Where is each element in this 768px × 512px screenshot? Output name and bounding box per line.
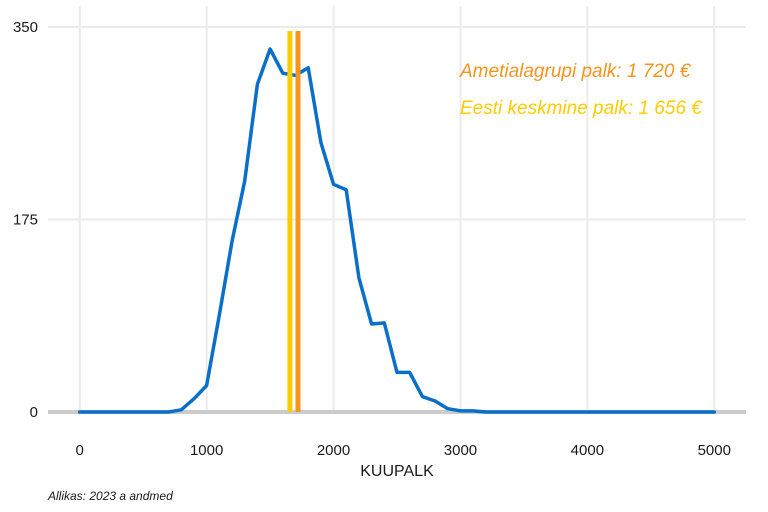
y-tick-label: 175	[13, 212, 38, 229]
x-axis-title: KUUPALK	[360, 463, 434, 480]
x-tick-label: 3000	[444, 442, 477, 459]
occupation-salary-label: Ametialagrupi palk: 1 720 €	[459, 61, 692, 82]
x-tick-label: 5000	[698, 442, 731, 459]
x-tick-label: 4000	[571, 442, 604, 459]
y-tick-label: 350	[13, 19, 38, 36]
x-tick-label: 1000	[190, 442, 223, 459]
salary-distribution-line	[77, 47, 717, 414]
x-tick-label: 2000	[317, 442, 350, 459]
reference-lines	[287, 31, 301, 412]
estonia-average-salary-label: Eesti keskmine palk: 1 656 €	[460, 98, 703, 119]
source-note: Allikas: 2023 a andmed	[48, 489, 173, 503]
x-tick-label: 0	[76, 442, 84, 459]
series-layer	[77, 47, 717, 414]
y-tick-label: 0	[30, 404, 38, 421]
tick-labels: 0 1000 2000 3000 4000 5000 0 175 350	[13, 19, 731, 459]
